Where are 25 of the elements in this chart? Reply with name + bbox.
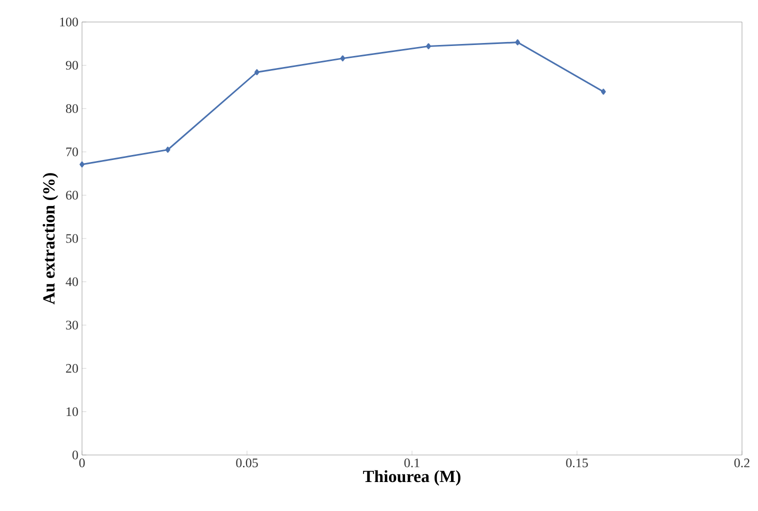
- x-tick-label: 0.1: [404, 458, 420, 468]
- x-tick-label: 0.15: [566, 458, 588, 468]
- x-tick-label: 0: [79, 458, 85, 468]
- y-tick-label: 0: [72, 450, 78, 460]
- y-tick-label: 60: [66, 190, 78, 200]
- y-tick-label: 20: [66, 364, 78, 373]
- y-tick-label: 40: [66, 277, 78, 286]
- point: [254, 69, 260, 76]
- y-tick-label: 70: [66, 148, 78, 156]
- x-axis-title: Thiourea (M): [363, 470, 460, 486]
- point: [600, 88, 606, 95]
- y-tick-label: 100: [60, 18, 78, 26]
- point: [340, 55, 346, 62]
- y-tick-label: 80: [66, 104, 78, 113]
- x-tick-label: 0.2: [734, 458, 750, 468]
- y-tick-label: 30: [66, 320, 78, 330]
- y-tick-label: 90: [66, 60, 78, 70]
- y-tick-label: 10: [66, 407, 78, 416]
- x-tick-label: 0.05: [236, 458, 258, 468]
- point: [165, 146, 170, 153]
- point: [426, 43, 431, 50]
- y-axis-title: Au extraction (%): [42, 173, 58, 304]
- y-tick-label: 50: [66, 234, 78, 243]
- point: [80, 161, 84, 168]
- point: [515, 39, 520, 46]
